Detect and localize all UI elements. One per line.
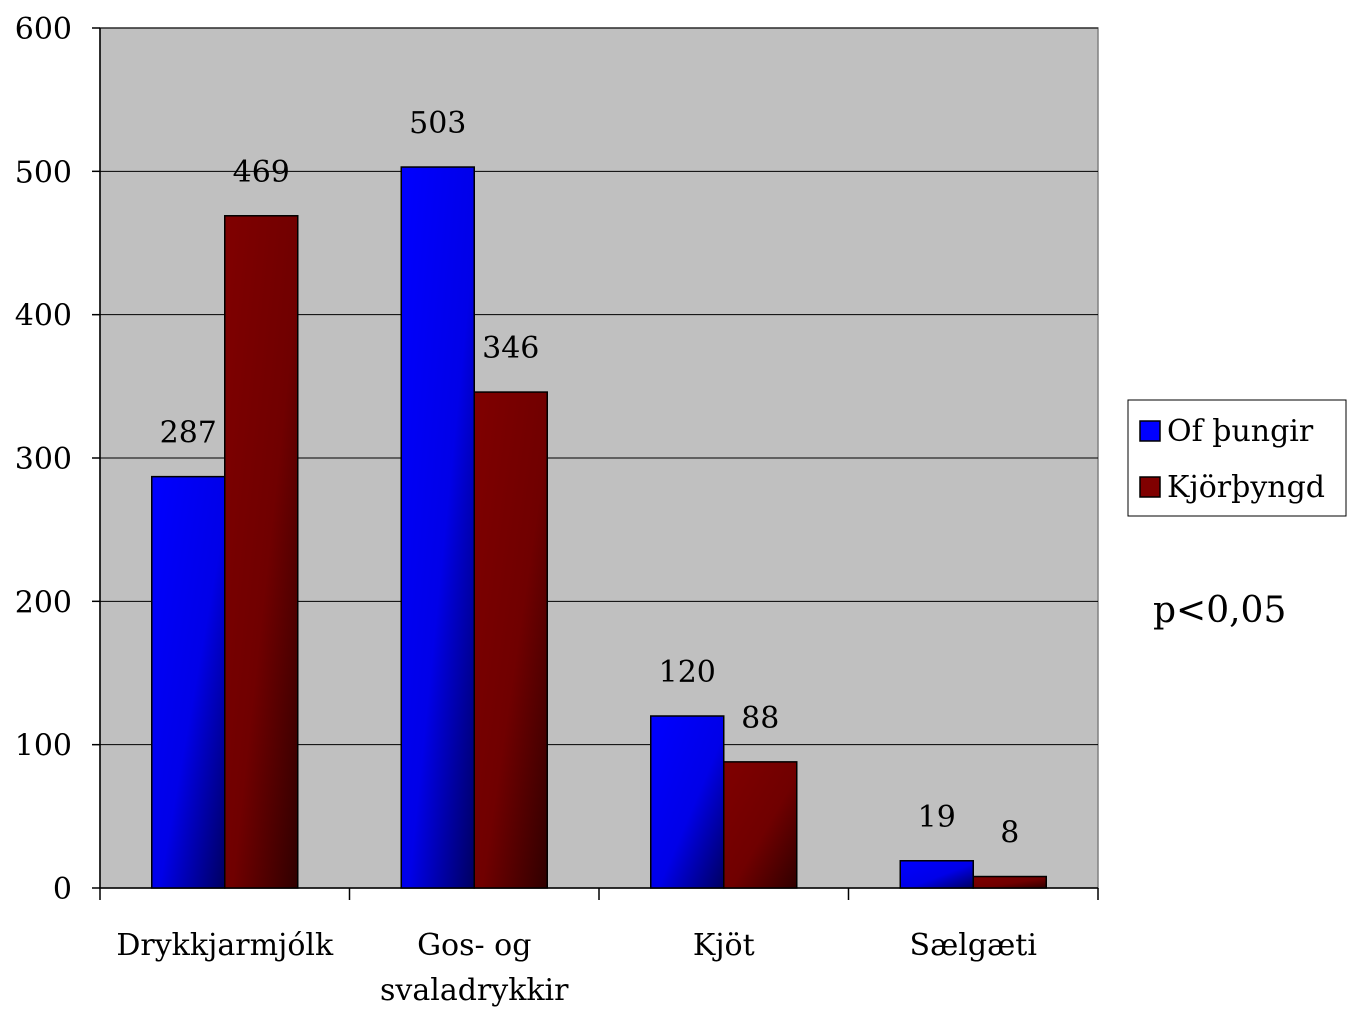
bar-kjorthyngd	[224, 215, 299, 889]
bar-of-thungir	[151, 475, 226, 889]
data-label: 19	[918, 800, 956, 835]
legend: Of þungir Kjörþyngd	[1127, 399, 1347, 517]
y-tick-label: 300	[15, 442, 72, 477]
bars	[151, 166, 1047, 889]
y-tick-label: 100	[15, 729, 72, 764]
legend-swatch-of-thungir	[1139, 420, 1161, 442]
data-label: 469	[233, 155, 290, 190]
data-label: 346	[482, 331, 539, 366]
data-label: 503	[409, 106, 466, 141]
x-category-label: Drykkjarmjólk	[116, 928, 334, 963]
y-tick-label: 600	[15, 12, 72, 47]
legend-label-kjorthyngd: Kjörþyngd	[1167, 470, 1325, 505]
data-label: 120	[659, 655, 716, 690]
data-label: 8	[1000, 816, 1019, 851]
significance-note: p<0,05	[1153, 590, 1286, 631]
y-tick-label: 200	[15, 585, 72, 620]
x-category-label: Gos- og	[417, 928, 531, 963]
bar-kjorthyngd	[972, 875, 1047, 889]
bar-of-thungir	[400, 166, 475, 889]
data-label: 287	[160, 416, 217, 451]
bar-kjorthyngd	[473, 391, 548, 889]
legend-box	[1127, 399, 1347, 517]
data-label: 88	[741, 701, 779, 736]
y-tick-label: 500	[15, 155, 72, 190]
x-category-label: Sælgæti	[910, 928, 1037, 963]
bar-of-thungir	[899, 860, 974, 889]
y-tick-label: 400	[15, 299, 72, 334]
x-category-label: Kjöt	[693, 928, 755, 963]
legend-label-of-thungir: Of þungir	[1167, 414, 1314, 449]
bar-of-thungir	[650, 715, 725, 889]
y-tick-label: 0	[53, 872, 72, 907]
x-category-label: svaladrykkir	[380, 973, 569, 1008]
legend-swatch-kjorthyngd	[1139, 476, 1161, 498]
bar-kjorthyngd	[723, 761, 798, 889]
